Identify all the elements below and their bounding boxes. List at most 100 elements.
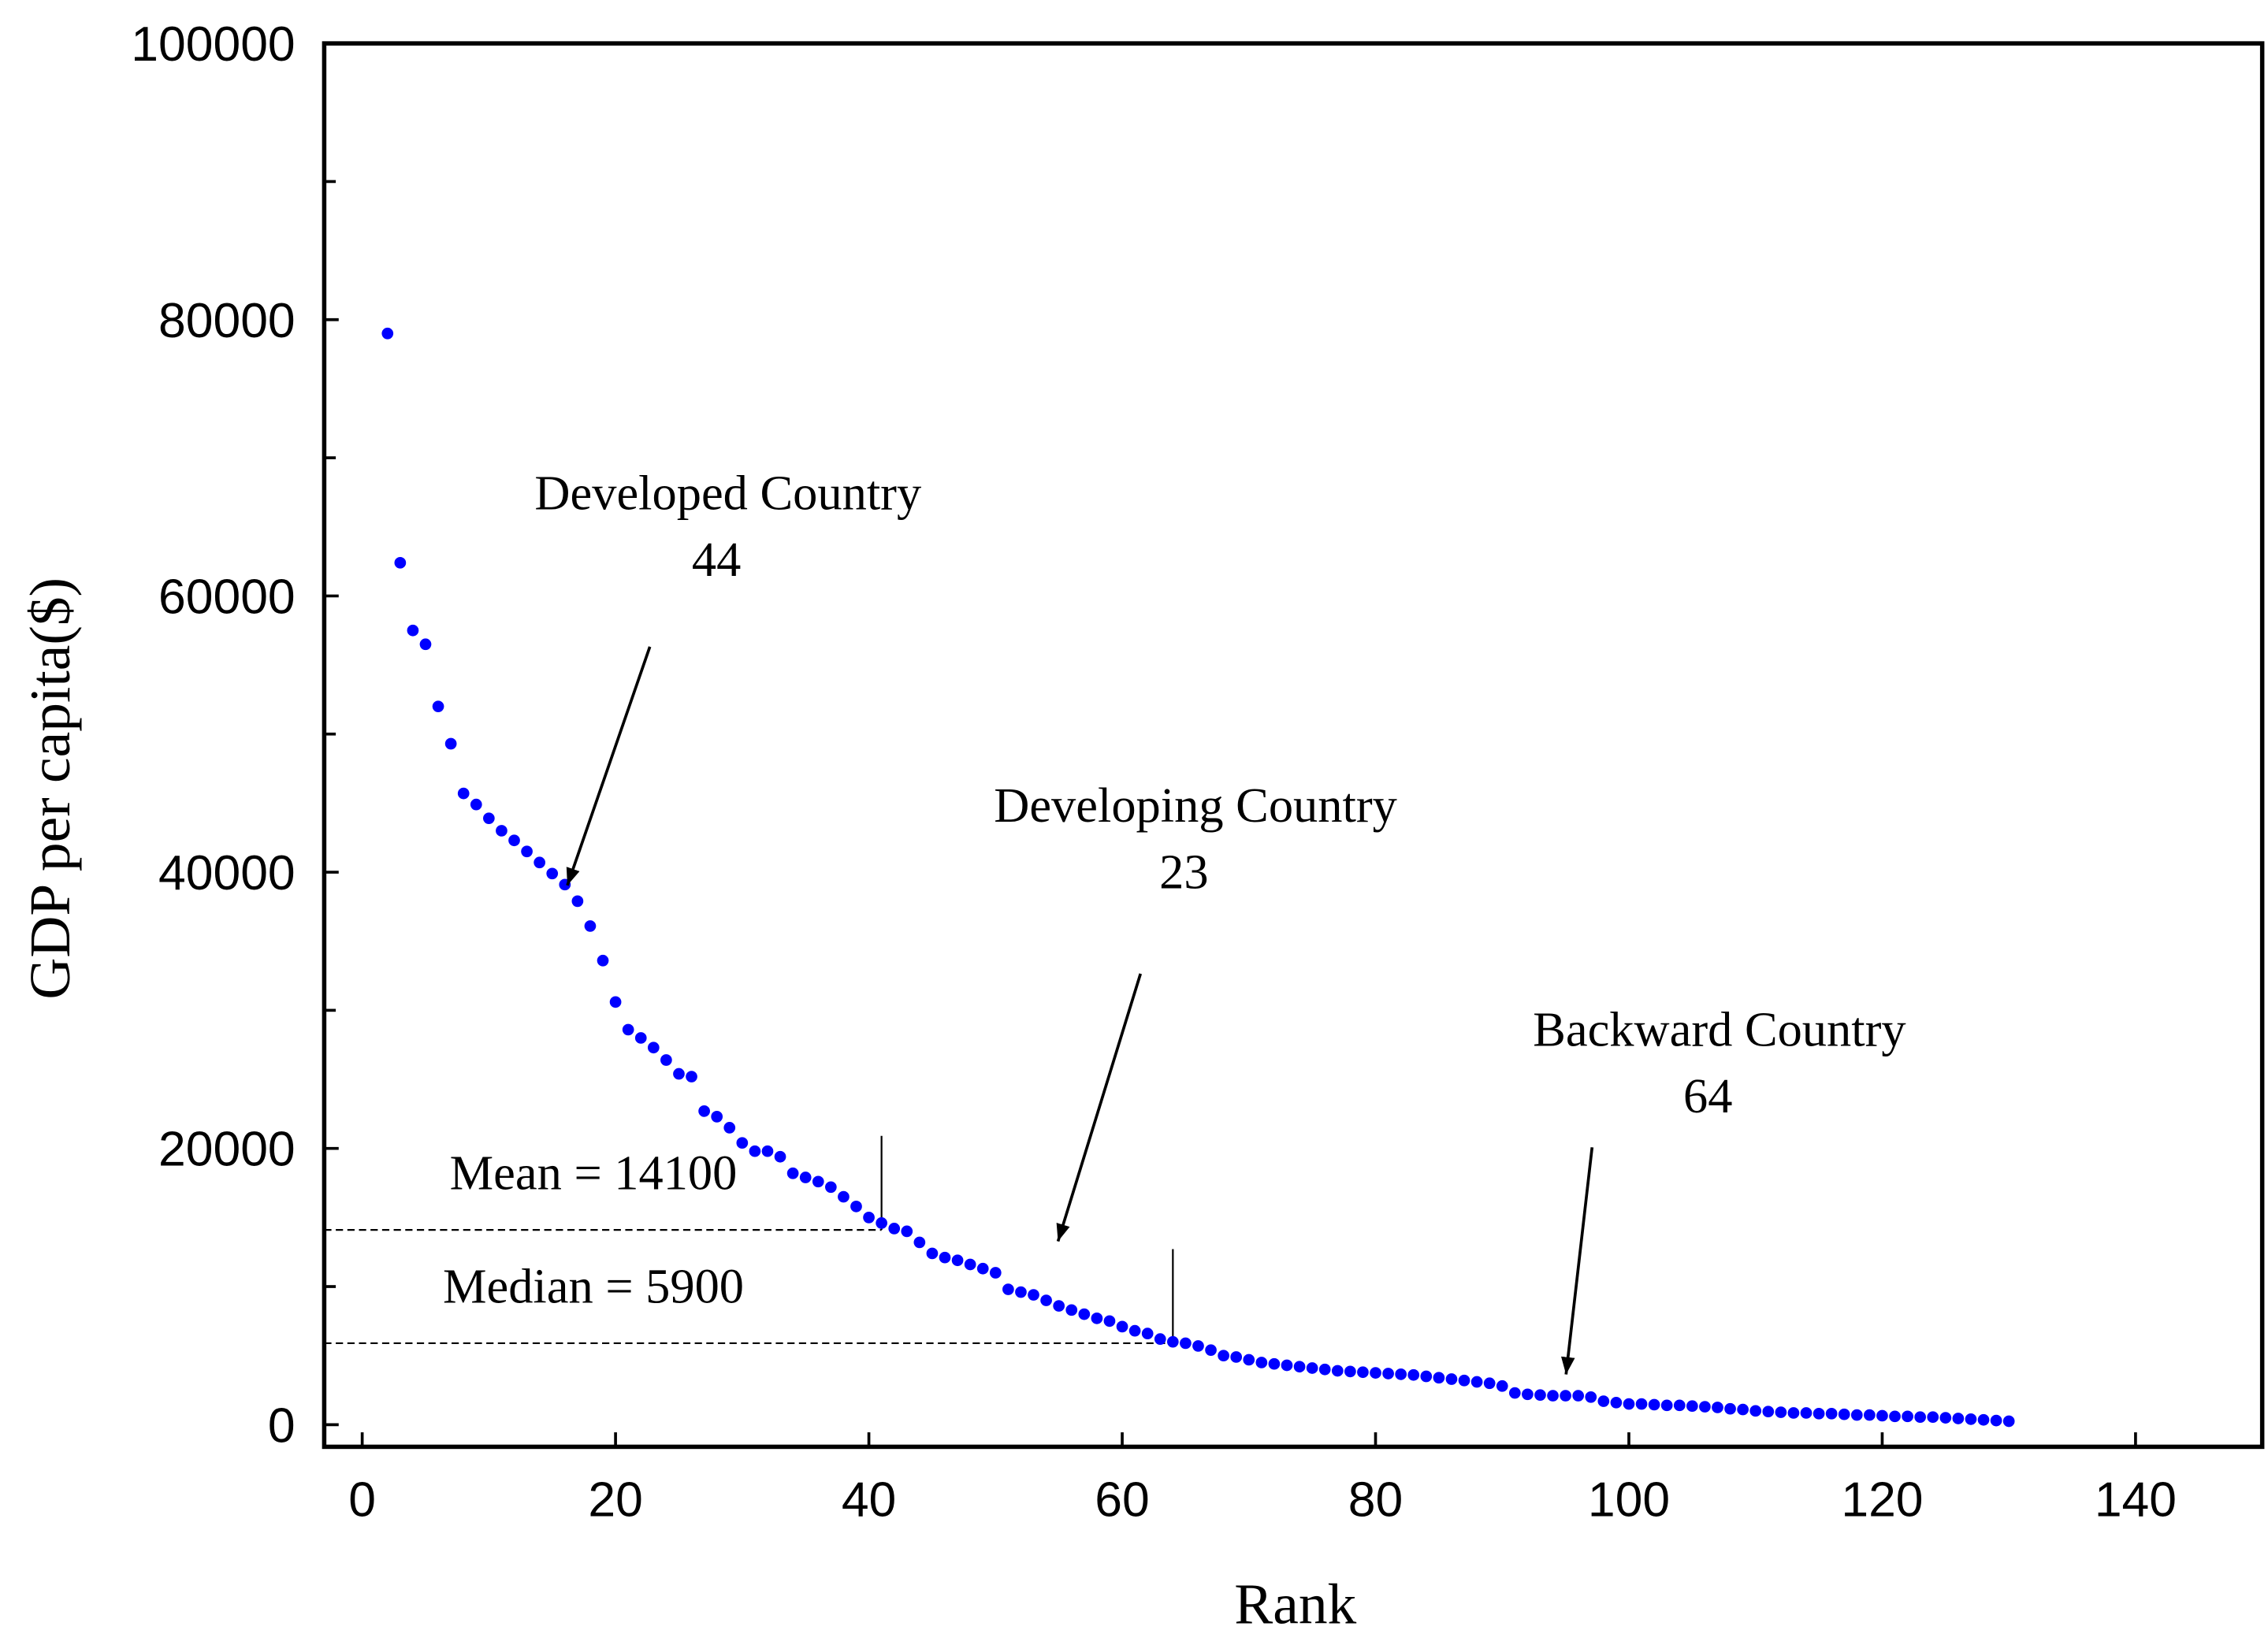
point [951,1254,964,1267]
point [1166,1335,1179,1348]
point [597,954,609,967]
point [1318,1363,1331,1376]
point [1889,1410,1901,1423]
point [1648,1398,1660,1411]
point [1243,1354,1255,1366]
point [483,812,495,825]
point [1775,1406,1787,1418]
point [1154,1333,1166,1346]
point [989,1267,1002,1279]
x-tick-label: 120 [1841,1472,1923,1528]
point [1053,1300,1065,1312]
point [1103,1315,1116,1328]
point [1965,1413,1977,1425]
y-tick-label: 40000 [158,845,296,900]
point [496,825,508,837]
point [850,1200,862,1212]
point [508,834,520,847]
point [1180,1337,1192,1350]
point [1268,1357,1281,1370]
point [432,700,444,713]
y-tick-label: 100000 [131,17,295,72]
point [901,1225,913,1238]
point [1585,1391,1597,1403]
point [1281,1359,1293,1372]
point [1255,1357,1268,1368]
point [622,1023,634,1036]
point [1433,1372,1445,1384]
point [888,1223,901,1235]
x-tick-label: 0 [348,1472,376,1528]
point [786,1167,799,1179]
annotation-label: Developed Country [534,465,921,520]
point [1015,1286,1027,1298]
x-tick-label: 140 [2095,1472,2177,1528]
point [1560,1390,1571,1402]
y-tick-label: 20000 [158,1122,296,1177]
point [634,1032,647,1044]
point [1864,1409,1876,1421]
point [470,798,482,811]
point [1522,1388,1534,1401]
point [1192,1340,1204,1352]
point [1977,1413,1990,1426]
point [698,1105,710,1117]
point [1749,1405,1762,1417]
point [1902,1410,1913,1423]
point [1635,1398,1648,1410]
x-tick-label: 60 [1095,1472,1149,1528]
point [1344,1365,1356,1378]
point [1382,1368,1394,1379]
point [609,996,622,1008]
point [571,895,584,908]
point [1078,1308,1091,1320]
point [1534,1389,1546,1402]
point [1990,1414,2002,1427]
point [584,920,597,932]
point [1445,1373,1458,1385]
point [1205,1344,1217,1357]
point [1673,1399,1686,1412]
annotation-arrow [1056,973,1143,1242]
point [1065,1304,1078,1316]
point [838,1190,850,1203]
y-tick-label: 0 [268,1398,296,1453]
point [1293,1361,1306,1373]
point [1572,1390,1585,1402]
point [2002,1415,2015,1428]
reference-label: Median = 5900 [443,1259,744,1314]
point [1927,1411,1939,1424]
annotation-label: Developing Country [994,778,1397,833]
point [381,327,394,340]
x-tick-label: 40 [842,1472,896,1528]
point [1141,1328,1154,1339]
point [876,1217,887,1229]
point [1724,1402,1736,1415]
y-tick-label: 80000 [158,293,296,348]
point [1686,1400,1698,1413]
annotation-count: 23 [1159,845,1208,900]
point [1800,1407,1813,1419]
y-tick-label: 60000 [158,569,296,624]
point [736,1137,749,1149]
point [1610,1396,1623,1409]
point [1939,1412,1952,1424]
point [976,1262,989,1275]
point [1407,1368,1420,1381]
annotation-count: 64 [1683,1068,1732,1123]
point [926,1247,939,1260]
point [723,1122,736,1134]
point [457,787,470,800]
point [774,1150,786,1163]
point [1787,1407,1800,1419]
point [1813,1407,1825,1420]
point [1306,1362,1318,1374]
y-axis-title: GDP per capita($) [18,577,82,1000]
point [863,1212,875,1224]
point [673,1068,685,1080]
point [546,867,559,880]
point [1370,1367,1381,1379]
point [1737,1403,1749,1416]
point [711,1111,723,1123]
